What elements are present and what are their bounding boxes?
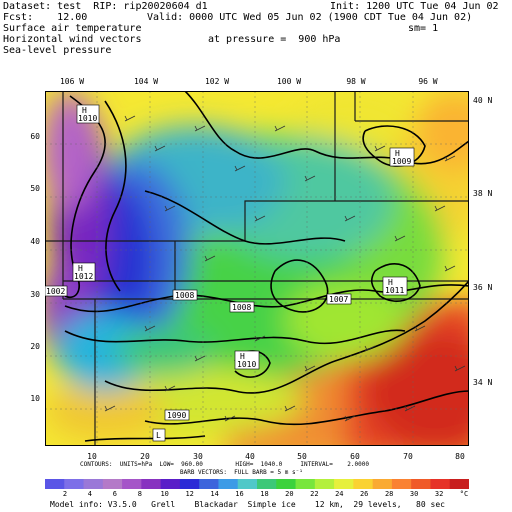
init-time: Init: 1200 UTC Tue 04 Jun 02	[330, 1, 499, 12]
lat-label: 40 N	[473, 96, 493, 105]
temperature-map: H 1010 H 1009 H 1012 1008 1008 1007 H 10…	[45, 91, 469, 446]
grid-x-label: 10	[87, 452, 97, 461]
colorbar-swatch	[257, 479, 277, 489]
colorbar-label: 28	[384, 490, 394, 498]
high-center-marker: H	[395, 149, 400, 158]
colorbar-swatch	[295, 479, 316, 489]
model-info: Model info: V3.5.0 Grell Blackadar Simpl…	[50, 500, 445, 509]
grid-y-label: 30	[30, 290, 40, 299]
pressure-label: 1008	[175, 291, 194, 300]
colorbar-label: 22	[310, 490, 319, 498]
pressure-label: 1010	[78, 114, 97, 123]
colorbar-swatch	[314, 479, 335, 489]
grid-y-label: 10	[30, 394, 40, 403]
grid-x-label: 20	[140, 452, 150, 461]
colorbar-swatch	[141, 479, 162, 489]
grid-x-label: 40	[245, 452, 255, 461]
colorbar-swatch	[353, 479, 374, 489]
wind-barbs	[104, 115, 466, 422]
grid-y-label: 40	[30, 237, 40, 246]
grid-lines	[45, 91, 469, 446]
lon-label: 98 W	[346, 77, 366, 86]
pressure-contours	[64, 91, 469, 442]
pressure-center-labels: H 1010 H 1009 H 1012 1008 1008 1007 H 10…	[45, 104, 415, 442]
colorbar-swatch	[391, 479, 412, 489]
smoothing-label: sm= 1	[408, 23, 439, 34]
field-3-title: Sea-level pressure	[3, 45, 112, 56]
pressure-label: 1002	[46, 287, 65, 296]
pressure-label: 1090	[167, 411, 186, 420]
colorbar-swatch	[83, 479, 104, 489]
colorbar-label: 26	[359, 490, 369, 498]
high-center-marker: H	[78, 264, 83, 273]
colorbar-swatch	[45, 479, 65, 489]
map-frame	[45, 91, 469, 446]
high-center-marker: H	[388, 278, 393, 287]
pressure-label: 1007	[329, 295, 348, 304]
grid-x-label: 60	[350, 452, 360, 461]
colorbar-swatch	[372, 479, 393, 489]
lon-label: 106 W	[59, 77, 85, 86]
field-1-title: Surface air temperature	[3, 23, 142, 34]
colorbar-swatch	[122, 479, 142, 489]
colorbar-swatch	[237, 479, 258, 489]
grid-x-label: 70	[403, 452, 413, 461]
colorbar-swatch	[64, 479, 85, 489]
forecast-hour: Fcst: 12.00	[3, 12, 88, 23]
colorbar-label: 18	[260, 490, 269, 498]
lat-label: 36 N	[473, 283, 493, 292]
colorbar-label: 2	[62, 490, 68, 498]
colorbar-label: 24	[335, 490, 344, 498]
grid-y-label: 50	[30, 184, 40, 193]
colorbar-swatch	[430, 479, 451, 489]
colorbar-swatch	[179, 479, 200, 489]
pressure-label: 1011	[385, 286, 404, 295]
contours-info: CONTOURS: UNITS=hPa LOW= 960.00 HIGH= 10…	[80, 461, 369, 468]
dataset-label: Dataset: test RIP: rip20020604 d1	[3, 1, 208, 12]
colorbar-swatch	[199, 479, 219, 489]
lon-label: 104 W	[133, 77, 159, 86]
pressure-label: 1010	[237, 360, 256, 369]
barb-vectors-info: BARB VECTORS: FULL BARB = 5 m s⁻¹	[180, 469, 303, 476]
pressure-level: at pressure = 900 hPa	[208, 34, 341, 45]
lat-label: 34 N	[473, 378, 493, 387]
colorbar-label: 4	[87, 490, 92, 498]
grid-x-label: 80	[455, 452, 465, 461]
lon-label: 100 W	[276, 77, 302, 86]
colorbar-swatch	[449, 479, 469, 489]
colorbar-swatch	[160, 479, 181, 489]
colorbar-swatch	[334, 479, 354, 489]
field-2-title: Horizontal wind vectors	[3, 34, 142, 45]
grid-x-label: 50	[297, 452, 307, 461]
lon-label: 96 W	[418, 77, 438, 86]
colorbar-label: 32	[434, 490, 444, 498]
grid-y-label: 20	[30, 342, 40, 351]
colorbar-label: °C	[459, 490, 469, 498]
colorbar-swatch	[102, 479, 123, 489]
lon-label: 102 W	[204, 77, 230, 86]
colorbar-swatch	[276, 479, 297, 489]
pressure-label: 1008	[232, 303, 251, 312]
grid-x-label: 30	[193, 452, 203, 461]
temperature-colorbar	[45, 479, 469, 489]
colorbar-swatch	[218, 479, 239, 489]
colorbar-label: 12	[185, 490, 194, 498]
colorbar-label: 30	[409, 490, 419, 498]
colorbar-label: 16	[235, 490, 244, 498]
high-center-marker: H	[82, 106, 87, 115]
valid-time: Valid: 0000 UTC Wed 05 Jun 02 (1900 CDT …	[147, 12, 473, 23]
colorbar-label: 8	[137, 490, 142, 498]
high-center-marker: H	[240, 352, 245, 361]
low-center-marker: L	[156, 431, 161, 440]
colorbar-label: 6	[112, 490, 117, 498]
colorbar-label: 20	[285, 490, 294, 498]
colorbar-label: 10	[160, 490, 169, 498]
colorbar-label: 14	[210, 490, 219, 498]
pressure-label: 1012	[74, 272, 93, 281]
colorbar-swatch	[411, 479, 431, 489]
grid-y-label: 60	[30, 132, 40, 141]
pressure-label: 1009	[392, 157, 411, 166]
lat-label: 38 N	[473, 189, 493, 198]
